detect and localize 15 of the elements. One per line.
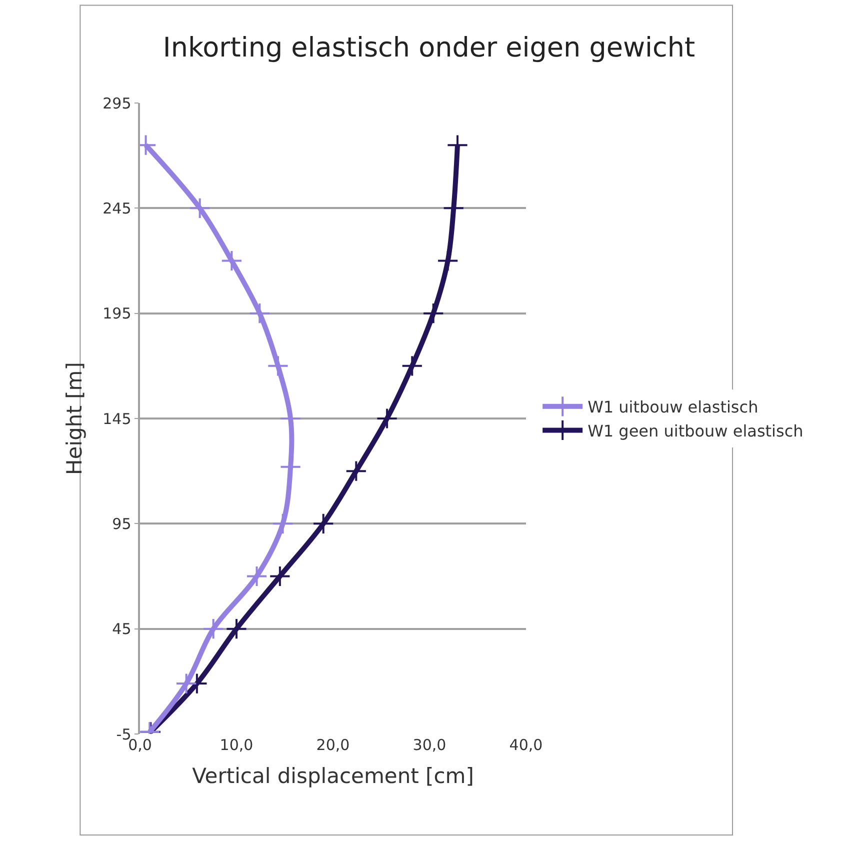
y-tick-label: 145 (102, 410, 132, 428)
legend-label: W1 geen uitbouw elastisch (588, 421, 804, 440)
x-tick-label: 30,0 (412, 736, 446, 754)
x-tick-label: 10,0 (220, 736, 254, 754)
y-tick-label: 95 (112, 514, 132, 533)
y-axis-title: Height [m] (62, 362, 86, 475)
chart-title: Inkorting elastisch onder eigen gewicht (162, 32, 696, 64)
y-tick-label: 195 (102, 304, 132, 323)
y-tick-label: 245 (102, 199, 132, 218)
y-tick-label: 295 (102, 94, 132, 112)
x-tick-label: 20,0 (316, 736, 350, 754)
y-tick-label: 45 (112, 620, 132, 638)
x-axis-title: Vertical displacement [cm] (192, 764, 474, 788)
x-tick-label: 40,0 (509, 736, 543, 754)
legend-label: W1 uitbouw elastisch (588, 398, 758, 417)
